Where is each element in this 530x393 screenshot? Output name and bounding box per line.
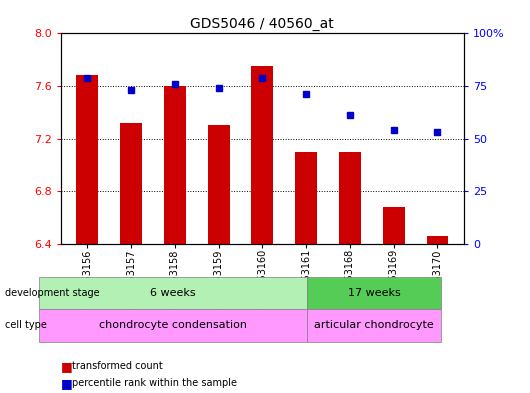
Text: cell type: cell type [5, 320, 47, 330]
Text: 17 weeks: 17 weeks [348, 288, 401, 298]
Text: percentile rank within the sample: percentile rank within the sample [72, 378, 236, 388]
Text: development stage: development stage [5, 288, 100, 298]
Text: chondrocyte condensation: chondrocyte condensation [99, 320, 247, 330]
Text: articular chondrocyte: articular chondrocyte [314, 320, 434, 330]
Bar [295, 152, 317, 244]
Bar [120, 123, 142, 244]
Bar [339, 152, 361, 244]
Text: 6 weeks: 6 weeks [150, 288, 196, 298]
Bar [208, 125, 229, 244]
Title: GDS5046 / 40560_at: GDS5046 / 40560_at [190, 17, 334, 31]
Text: ■: ■ [61, 360, 73, 373]
Text: ■: ■ [61, 376, 73, 390]
Bar [251, 66, 273, 244]
Bar [383, 207, 404, 244]
Text: transformed count: transformed count [72, 361, 162, 371]
Bar [164, 86, 186, 244]
Bar [427, 236, 448, 244]
Bar [76, 75, 98, 244]
